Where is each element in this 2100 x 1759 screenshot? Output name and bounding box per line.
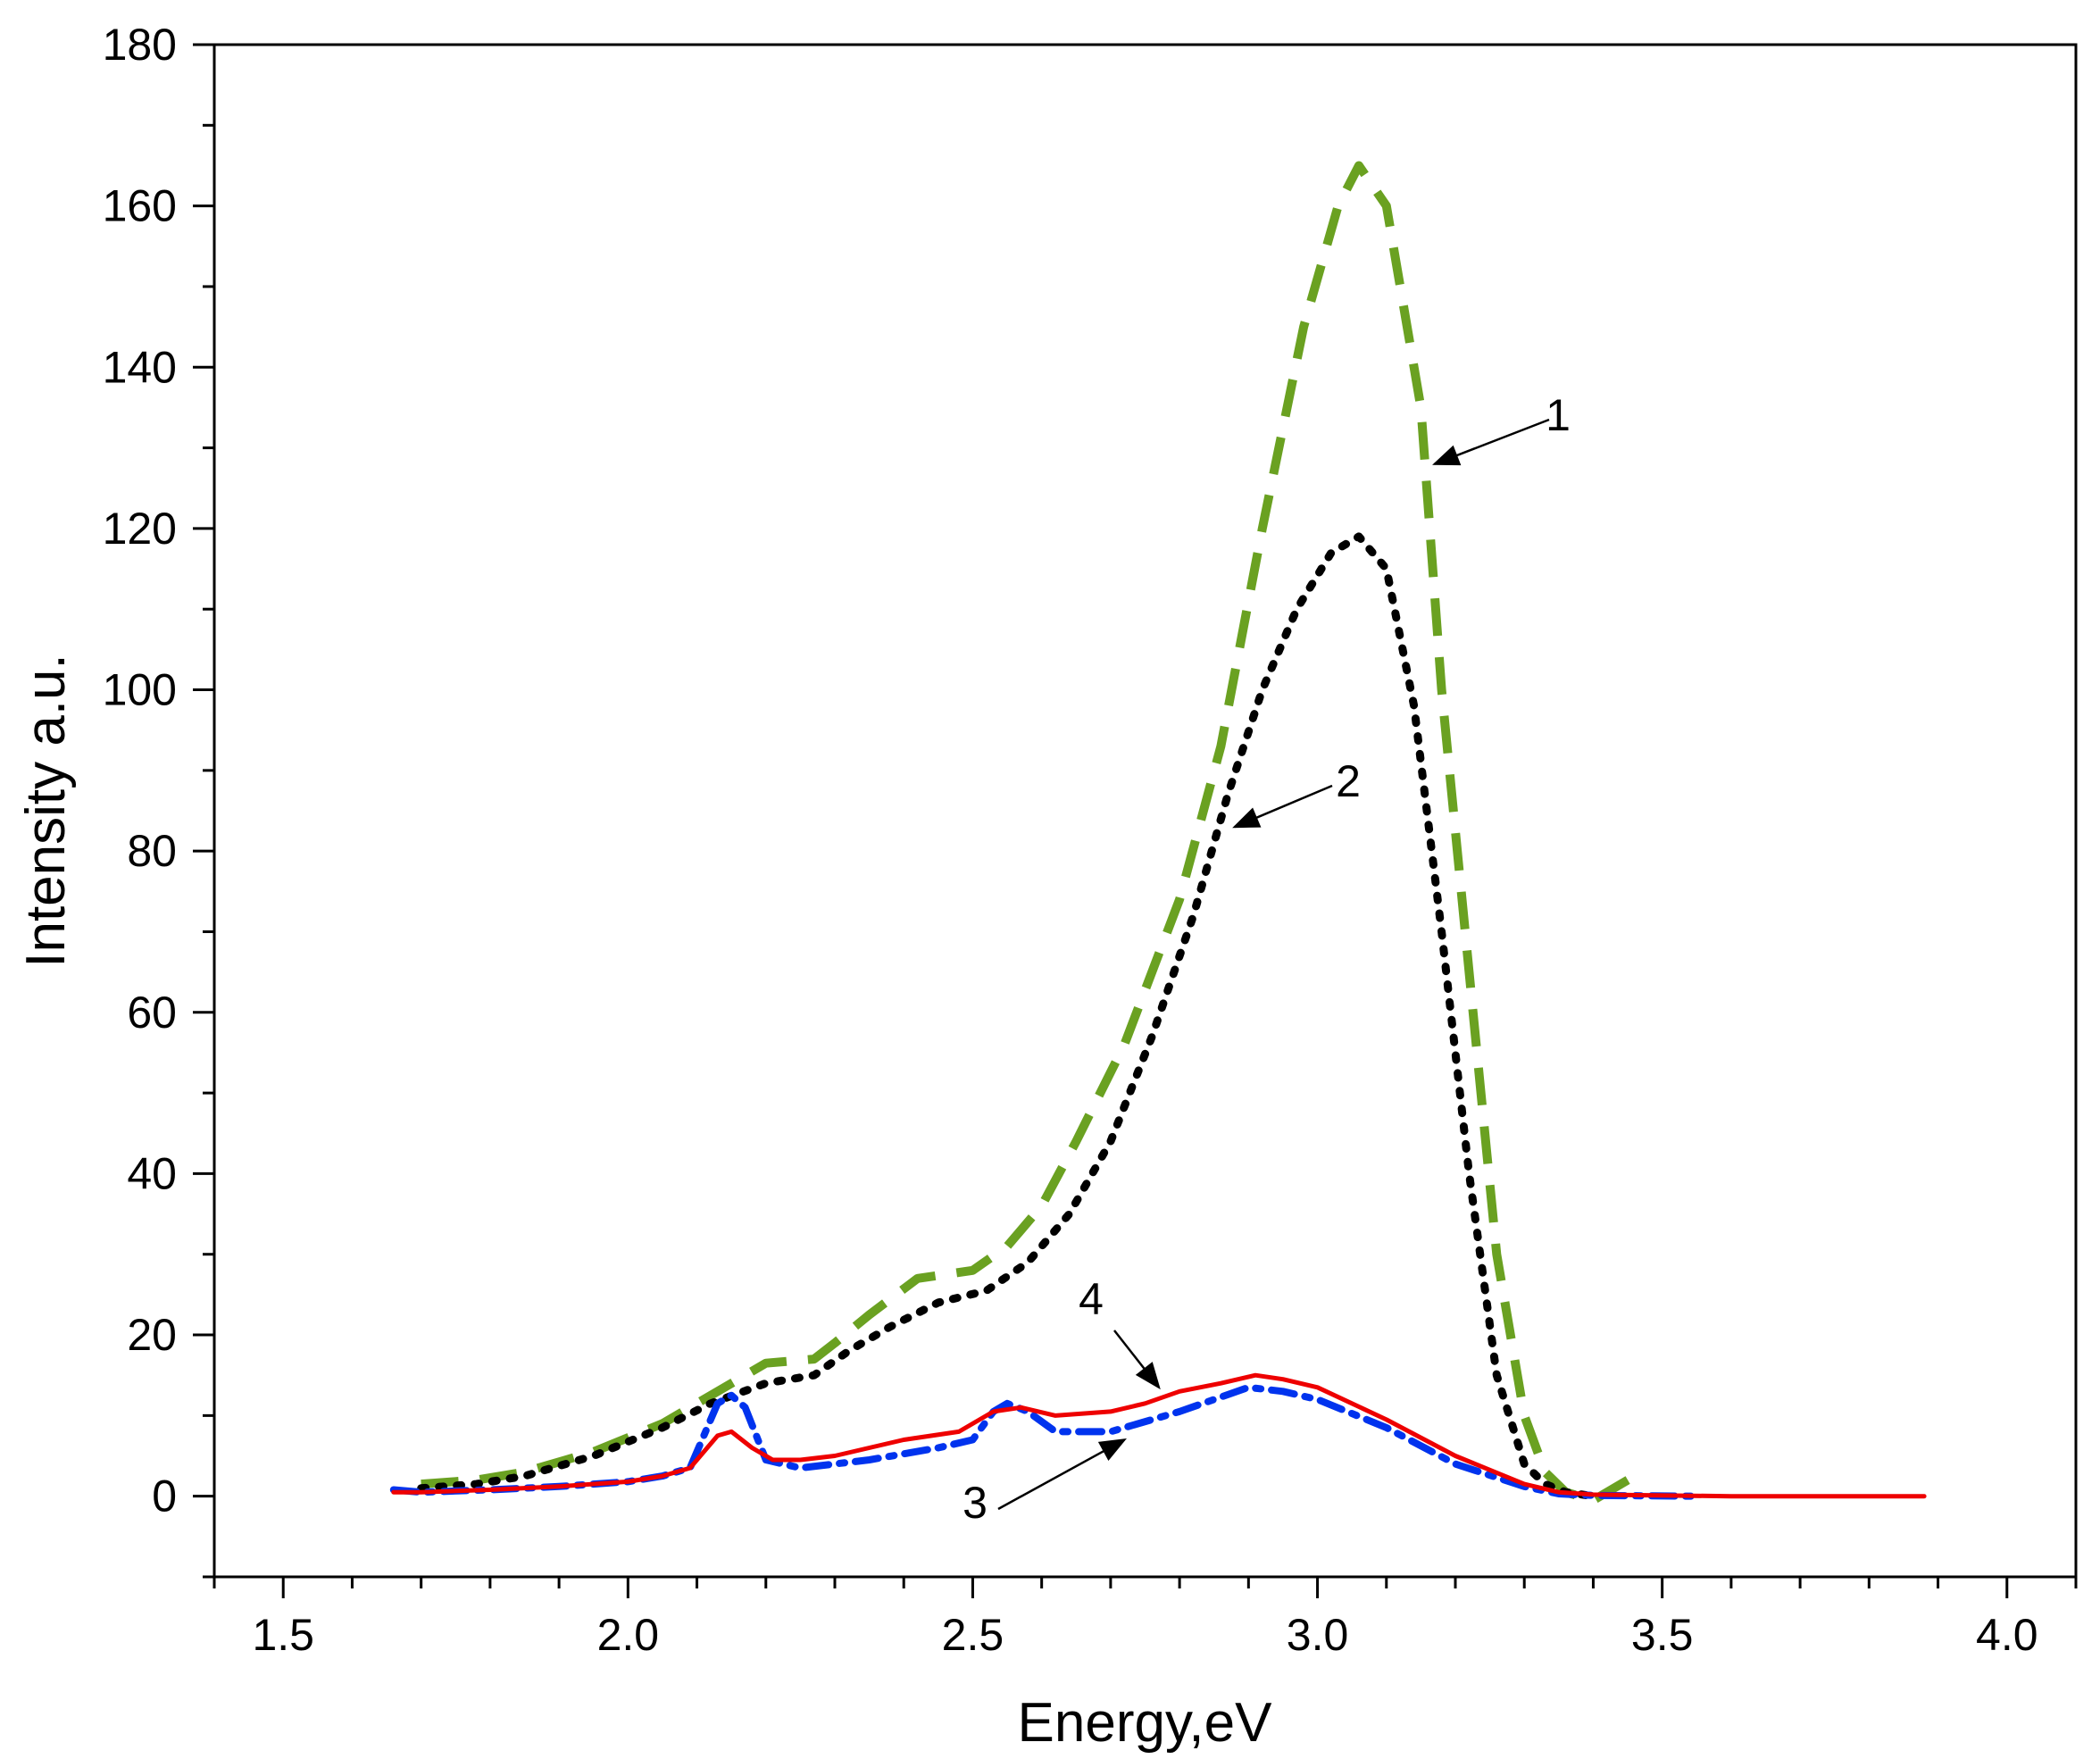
y-tick-label: 140 xyxy=(103,342,177,392)
annotation-label-4: 4 xyxy=(1079,1274,1104,1324)
x-tick-label: 2.5 xyxy=(942,1610,1004,1660)
y-tick-label: 60 xyxy=(127,988,177,1038)
annotation-arrow-2 xyxy=(1232,784,1333,829)
series-4-line xyxy=(391,1372,1927,1499)
x-tick-label: 1.5 xyxy=(252,1610,314,1660)
annotation-label-2: 2 xyxy=(1336,756,1361,806)
series-layer xyxy=(389,161,1927,1505)
annotation-label-1: 1 xyxy=(1546,390,1571,440)
y-tick-label: 120 xyxy=(103,504,177,554)
annotation-arrow-1 xyxy=(1432,418,1550,466)
x-tick-label: 3.5 xyxy=(1631,1610,1694,1660)
annotation-arrow-4 xyxy=(1113,1330,1161,1390)
y-tick-label: 160 xyxy=(103,181,177,231)
x-axis: 1.5 2.0 2.5 3.0 3.5 4.0 xyxy=(212,1577,2078,1660)
y-tick-label: 20 xyxy=(127,1310,177,1360)
plot-frame xyxy=(212,43,2078,1579)
annotation-layer: 1 2 3 4 xyxy=(962,390,1571,1528)
annotation-arrow-3 xyxy=(997,1438,1127,1511)
y-axis: 0 20 40 60 80 100 120 140 160 180 xyxy=(103,20,214,1579)
y-tick-label: 100 xyxy=(103,665,177,715)
y-axis-title: Intensity a.u. xyxy=(15,654,77,968)
y-tick-label: 80 xyxy=(127,826,177,876)
y-tick-label: 40 xyxy=(127,1148,177,1198)
x-axis-title: Energy,eV xyxy=(1018,1692,1273,1754)
x-tick-label: 4.0 xyxy=(1976,1610,2038,1660)
series-1-line xyxy=(421,161,1630,1505)
series-3-line xyxy=(389,1383,1701,1500)
x-tick-label: 3.0 xyxy=(1287,1610,1349,1660)
y-tick-label: 180 xyxy=(103,20,177,70)
x-tick-label: 2.0 xyxy=(597,1610,660,1660)
y-tick-label: 0 xyxy=(152,1471,177,1521)
annotation-label-3: 3 xyxy=(962,1478,988,1528)
series-2-line xyxy=(417,532,1597,1501)
